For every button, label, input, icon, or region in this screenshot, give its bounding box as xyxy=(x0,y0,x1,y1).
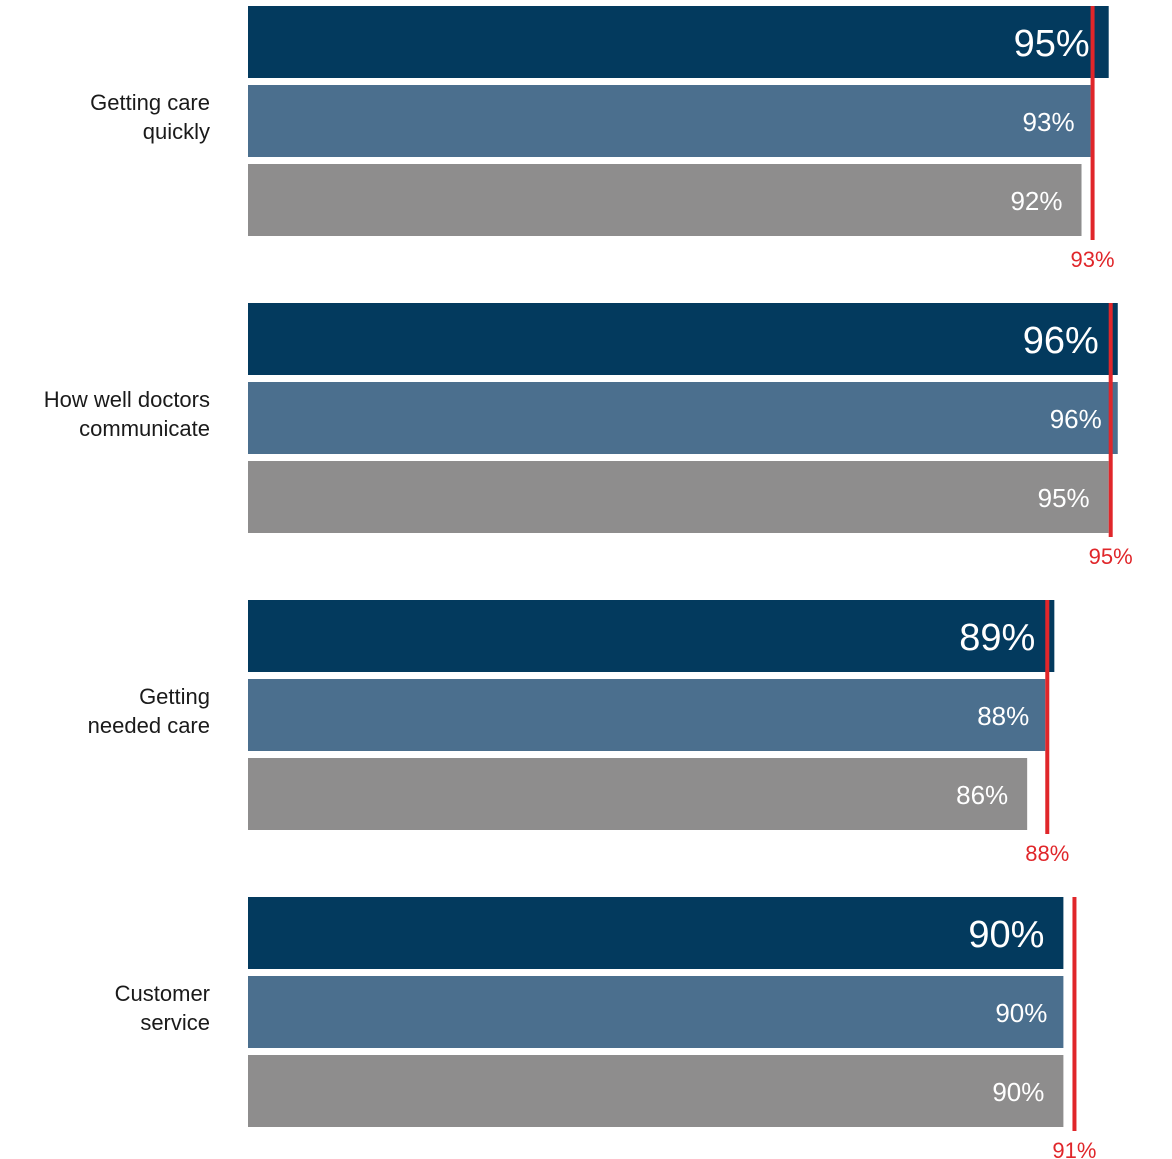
bar-value-label: 90% xyxy=(995,998,1047,1028)
bar-value-label: 95% xyxy=(1038,483,1090,513)
reference-marker-label: 95% xyxy=(1089,544,1133,569)
category-label-line: Getting care xyxy=(90,90,210,115)
bar xyxy=(248,164,1082,236)
category-label: Getting care quickly xyxy=(10,88,210,146)
category-label-line: Getting xyxy=(139,684,210,709)
bar-value-label: 88% xyxy=(977,701,1029,731)
category-label-line: quickly xyxy=(142,119,210,144)
bar-value-label: 96% xyxy=(1050,404,1102,434)
category-label-line: Customer xyxy=(114,981,210,1006)
bar xyxy=(248,461,1109,533)
bar xyxy=(248,758,1028,830)
bar-value-label: 93% xyxy=(1023,107,1075,137)
bar xyxy=(248,679,1046,751)
bar xyxy=(248,303,1118,375)
bar-value-label: 90% xyxy=(968,914,1044,956)
category-label: Customer service xyxy=(10,979,210,1037)
bar-value-label: 92% xyxy=(1010,186,1062,216)
reference-marker-label: 91% xyxy=(1052,1138,1096,1159)
category-label: How well doctors communicate xyxy=(10,385,210,443)
category-label-line: How well doctors xyxy=(43,387,210,412)
bar xyxy=(248,382,1118,454)
bar xyxy=(248,600,1055,672)
bar-value-label: 89% xyxy=(959,617,1035,659)
bar-value-label: 90% xyxy=(992,1077,1044,1107)
bar xyxy=(248,976,1064,1048)
bar xyxy=(248,1055,1064,1127)
category-label-line: needed care xyxy=(87,713,210,738)
bar xyxy=(248,897,1064,969)
category-label-line: communicate xyxy=(79,416,210,441)
bar-value-label: 96% xyxy=(1023,320,1099,362)
bar xyxy=(248,6,1109,78)
bar-value-label: 86% xyxy=(956,780,1008,810)
category-label: Getting needed care xyxy=(10,682,210,740)
category-label-line: service xyxy=(140,1010,210,1035)
reference-marker-label: 93% xyxy=(1071,247,1115,272)
bar-value-label: 95% xyxy=(1014,23,1090,65)
bar xyxy=(248,85,1091,157)
reference-marker-label: 88% xyxy=(1025,841,1069,866)
